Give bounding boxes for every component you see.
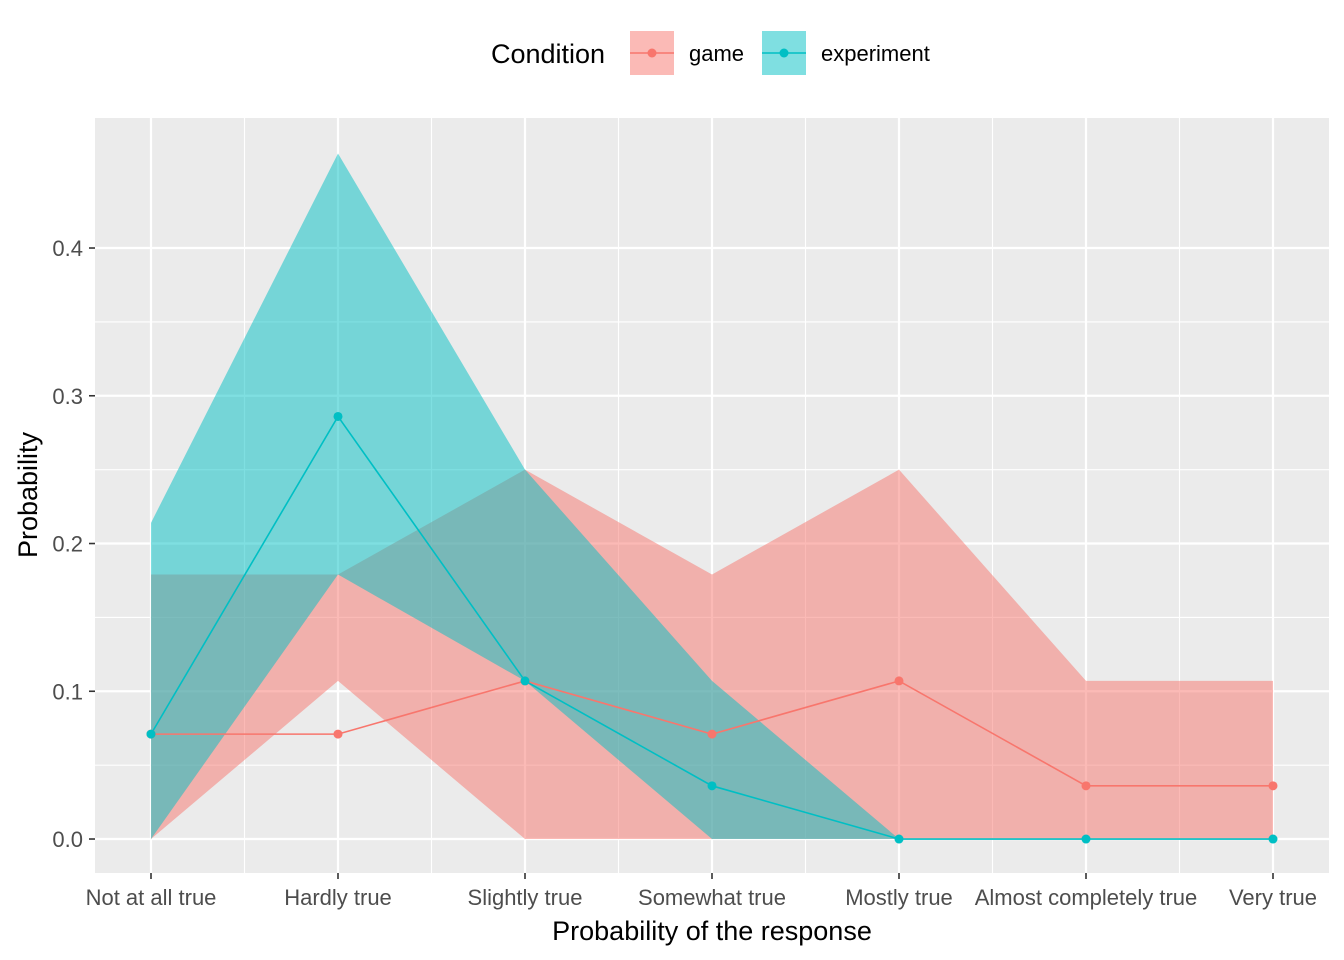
x-axis-title: Probability of the response <box>552 916 872 946</box>
x-tick-label: Hardly true <box>284 885 392 910</box>
x-tick-label: Mostly true <box>845 885 953 910</box>
experiment-point <box>894 834 904 844</box>
axis-ticks <box>89 247 1274 879</box>
legend-label: experiment <box>821 41 930 66</box>
experiment-point <box>520 676 530 686</box>
game-point <box>1081 781 1091 791</box>
experiment-point <box>707 781 717 791</box>
legend-label: game <box>689 41 744 66</box>
x-tick-label: Very true <box>1229 885 1317 910</box>
x-tick-label: Not at all true <box>86 885 217 910</box>
legend-key-point <box>779 48 789 58</box>
game-point <box>333 729 343 739</box>
legend-item-game: game <box>630 31 744 75</box>
x-tick-label: Almost completely true <box>975 885 1198 910</box>
legend-title: Condition <box>491 39 605 69</box>
y-tick-label: 0.2 <box>52 532 83 557</box>
legend-key-point <box>647 48 657 58</box>
y-tick-label: 0.4 <box>52 236 83 261</box>
confidence-ribbons <box>151 153 1273 840</box>
y-axis-title: Probability <box>13 431 43 558</box>
experiment-point <box>146 729 156 739</box>
game-point <box>1268 781 1278 791</box>
x-tick-label: Slightly true <box>468 885 583 910</box>
x-tick-label: Somewhat true <box>638 885 786 910</box>
y-tick-label: 0.3 <box>52 384 83 409</box>
experiment-point <box>1081 834 1091 844</box>
game-point <box>707 729 717 739</box>
game-point <box>894 676 904 686</box>
y-tick-label: 0.0 <box>52 827 83 852</box>
series-points <box>146 411 1278 844</box>
axis-tick-labels: 0.0 0.1 0.2 0.3 0.4 Not at all true Hardly tru… <box>52 236 1317 910</box>
y-tick-label: 0.1 <box>52 679 83 704</box>
legend-item-experiment: experiment <box>762 31 930 75</box>
experiment-point <box>333 411 343 421</box>
experiment-point <box>1268 834 1278 844</box>
experiment-ribbon <box>151 153 1273 840</box>
legend: Condition game experiment <box>491 31 930 75</box>
